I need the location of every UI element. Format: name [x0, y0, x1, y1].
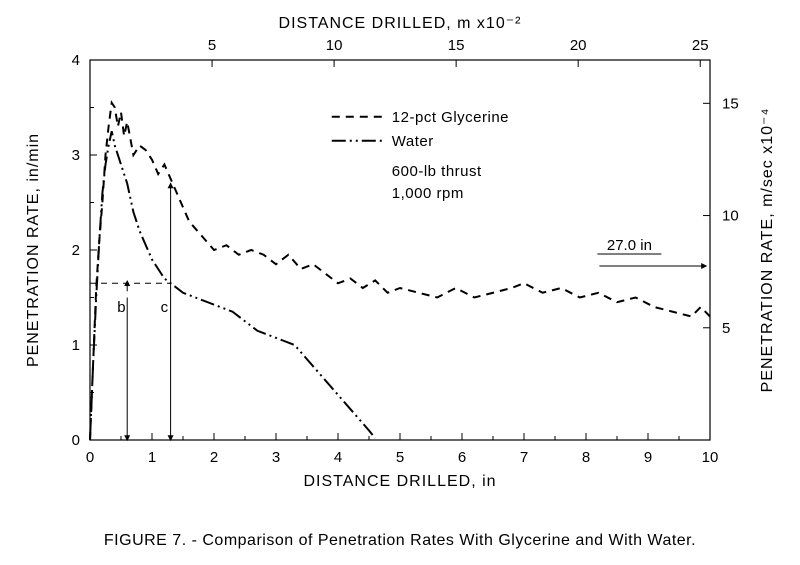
legend-extra: 600-lb thrust: [392, 163, 482, 180]
legend-label: 12-pct Glycerine: [392, 109, 509, 126]
svg-text:10: 10: [702, 449, 719, 466]
svg-text:1: 1: [72, 337, 80, 354]
svg-text:2: 2: [72, 242, 80, 259]
chart-svg: 0 1 2 3 4 5 6 7 8 9 10 5 10 15 20 25 0 1 2 3 4 5 10 15 DISTANCE …: [0, 0, 800, 565]
svg-text:5: 5: [722, 320, 730, 337]
b-label: b: [117, 299, 125, 316]
svg-text:5: 5: [396, 449, 404, 466]
svg-text:15: 15: [448, 37, 465, 54]
x-bottom-label: DISTANCE DRILLED, in: [303, 473, 496, 490]
legend-label: Water: [392, 133, 434, 150]
y-right-label: PENETRATION RATE, m/sec x10⁻⁴: [759, 108, 776, 393]
svg-text:5: 5: [208, 37, 216, 54]
figure-caption: FIGURE 7. - Comparison of Penetration Ra…: [104, 532, 696, 549]
svg-text:20: 20: [570, 37, 587, 54]
svg-text:4: 4: [334, 449, 342, 466]
svg-text:7: 7: [520, 449, 528, 466]
svg-text:10: 10: [326, 37, 343, 54]
y-left-label: PENETRATION RATE, in/min: [25, 133, 42, 367]
c-label: c: [161, 299, 169, 316]
svg-text:10: 10: [722, 208, 739, 225]
x-top-label: DISTANCE DRILLED, m x10⁻²: [279, 15, 522, 32]
svg-text:0: 0: [72, 432, 80, 449]
chart-container: { "chart": { "type": "line", "width": 80…: [0, 0, 800, 565]
svg-text:3: 3: [72, 147, 80, 164]
svg-text:0: 0: [86, 449, 94, 466]
svg-text:25: 25: [692, 37, 709, 54]
distance-note: 27.0 in: [607, 237, 652, 254]
svg-text:4: 4: [72, 52, 80, 69]
svg-text:2: 2: [210, 449, 218, 466]
svg-text:9: 9: [644, 449, 652, 466]
svg-text:15: 15: [722, 95, 739, 112]
svg-text:8: 8: [582, 449, 590, 466]
legend-extra: 1,000 rpm: [392, 185, 464, 202]
svg-text:6: 6: [458, 449, 466, 466]
svg-text:3: 3: [272, 449, 280, 466]
svg-text:1: 1: [148, 449, 156, 466]
